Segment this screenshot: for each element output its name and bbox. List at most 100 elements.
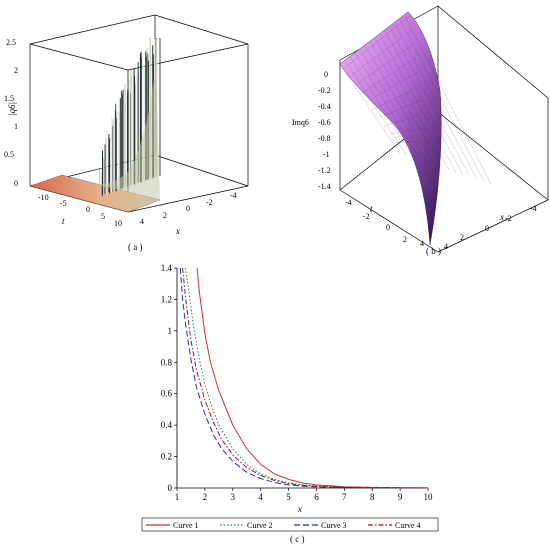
panel-c-axes: 0 0.2 0.4 0.6 0.8 1 1.2 1.4 1 2 3 4 5 6 7 8 9 10 xyxy=(161,263,433,502)
t-tick-label: -5 xyxy=(60,199,67,208)
y-tick-label: 0.6 xyxy=(161,389,173,399)
x-tick-label: 4 xyxy=(444,242,448,251)
panel-b-t-axis-label: t xyxy=(370,204,373,214)
y-tick-label: 1.4 xyxy=(161,263,173,273)
x-tick-label: 1 xyxy=(175,492,180,502)
t-tick-label: 5 xyxy=(101,212,105,221)
panel-b-box xyxy=(339,5,549,253)
mesh-line xyxy=(383,113,425,127)
panel-a-spikes xyxy=(60,38,161,200)
mesh-line xyxy=(394,23,478,180)
x-tick-label: 5 xyxy=(286,492,291,502)
mesh-line xyxy=(354,52,422,161)
y-tick-label: 0.4 xyxy=(161,420,173,430)
mesh-line xyxy=(389,127,427,135)
y-tick-label: 0 xyxy=(168,483,173,493)
mesh-line xyxy=(399,19,485,182)
y-tick-label: 1 xyxy=(168,326,173,336)
x-tick-label: 10 xyxy=(424,492,434,502)
panel-b-z-ticks: 0 -0.2 -0.4 -0.6 -0.8 -1 -1.2 -1.4 xyxy=(318,70,331,191)
panel-b-x-ticks: -4 -2 0 2 4 xyxy=(444,204,537,251)
z-tick-label: -0.4 xyxy=(318,102,331,111)
x-tick-label: 3 xyxy=(231,492,236,502)
x-tick-label: 6 xyxy=(314,492,319,502)
t-tick-label: -2 xyxy=(363,212,370,221)
panel-a-x-axis-label: x xyxy=(175,226,180,236)
t-tick-label: 0 xyxy=(386,223,390,232)
mesh-line xyxy=(384,30,464,175)
x-tick-label: 9 xyxy=(398,492,403,502)
mesh-line xyxy=(359,57,417,95)
z-tick-label: 0 xyxy=(324,70,328,79)
legend-label: Curve 3 xyxy=(321,521,347,530)
legend-label: Curve 2 xyxy=(247,521,273,530)
z-tick-label: 0 xyxy=(14,179,18,188)
panel-b-z-axis-label: Imq6 xyxy=(292,118,309,127)
panel-b-t-ticks: -4 -2 0 2 4 xyxy=(345,198,424,248)
panel-a-z-axis-label: |q6| xyxy=(7,102,17,116)
panel-b-mesh xyxy=(339,15,492,184)
panel-b-surface xyxy=(339,11,442,246)
z-tick-label: 2 xyxy=(14,66,18,75)
z-tick-label: 0.5 xyxy=(4,150,14,159)
mesh-line xyxy=(379,34,457,173)
t-tick-label: -10 xyxy=(38,193,49,202)
x-tick-label: 0 xyxy=(186,204,190,213)
mesh-line xyxy=(364,45,436,166)
x-tick-label: 4 xyxy=(258,492,263,502)
x-tick-label: 4 xyxy=(140,217,144,226)
y-tick-label: 0.8 xyxy=(161,357,173,367)
z-tick-label: 1.5 xyxy=(4,94,14,103)
mesh-line xyxy=(341,15,411,71)
series-line-1 xyxy=(196,267,429,489)
z-tick-label: -0.2 xyxy=(318,86,331,95)
panel-b-surface-plot: 0 -0.2 -0.4 -0.6 -0.8 -1 -1.2 -1.4 Imq6 … xyxy=(292,5,549,256)
mesh-line xyxy=(359,49,429,164)
x-tick-label: 2 xyxy=(460,233,464,242)
x-tick-label: -4 xyxy=(230,191,237,200)
z-tick-label: -1.4 xyxy=(318,182,331,191)
panel-a-z-ticks: 2.5 2 1.5 1 0.5 0 xyxy=(4,38,18,188)
panel-c-line-chart: 0 0.2 0.4 0.6 0.8 1 1.2 1.4 1 2 3 4 5 6 7 8 9 10 x Curve … xyxy=(141,263,439,544)
mesh-line xyxy=(339,63,401,155)
z-tick-label: 1 xyxy=(14,122,18,131)
series-line-2 xyxy=(184,267,429,489)
mesh-line xyxy=(365,71,419,103)
mesh-line xyxy=(369,41,443,168)
panel-a-caption: ( a ) xyxy=(128,242,143,252)
surface-fill xyxy=(60,60,160,200)
mesh-line xyxy=(371,85,421,111)
z-tick-label: -1.2 xyxy=(318,166,331,175)
x-tick-label: 8 xyxy=(370,492,375,502)
panel-c-x-axis-label: x xyxy=(297,504,302,514)
mesh-line xyxy=(377,99,423,119)
panel-c: 0 0.2 0.4 0.6 0.8 1 1.2 1.4 1 2 3 4 5 6 7 8 9 10 x Curve … xyxy=(140,258,440,545)
panel-a-x-ticks: 4 2 0 -2 -4 xyxy=(140,191,237,226)
x-tick-label: -4 xyxy=(530,204,537,213)
panel-a: 2.5 2 1.5 1 0.5 0 |q6| -10 -5 0 5 10 t 4… xyxy=(0,0,270,262)
panel-a-t-axis-label: t xyxy=(62,216,65,226)
t-tick-label: 10 xyxy=(114,219,122,228)
mesh-line xyxy=(404,15,492,184)
x-tick-label: 7 xyxy=(342,492,347,502)
panel-a-surface-plot: 2.5 2 1.5 1 0.5 0 |q6| -10 -5 0 5 10 t 4… xyxy=(4,14,249,252)
legend-label: Curve 1 xyxy=(173,521,199,530)
series-line-4 xyxy=(182,267,429,489)
panel-c-caption: ( c ) xyxy=(290,534,305,544)
z-tick-label: -1 xyxy=(323,150,330,159)
z-tick-label: 2.5 xyxy=(6,38,16,47)
mesh-line xyxy=(389,26,471,178)
mesh-line xyxy=(344,60,408,157)
panel-c-series xyxy=(179,267,429,489)
x-tick-label: 0 xyxy=(485,224,489,233)
y-tick-label: 0.2 xyxy=(161,452,172,462)
x-tick-label: 2 xyxy=(203,492,208,502)
mesh-line xyxy=(353,43,415,87)
t-tick-label: 4 xyxy=(420,239,424,248)
x-tick-label: -2 xyxy=(505,214,512,223)
panel-b-x-axis-label: x xyxy=(499,212,504,222)
t-tick-label: 0 xyxy=(86,205,90,214)
y-tick-label: 1.2 xyxy=(161,294,172,304)
z-tick-label: -0.6 xyxy=(318,118,331,127)
x-tick-label: -2 xyxy=(206,198,213,207)
